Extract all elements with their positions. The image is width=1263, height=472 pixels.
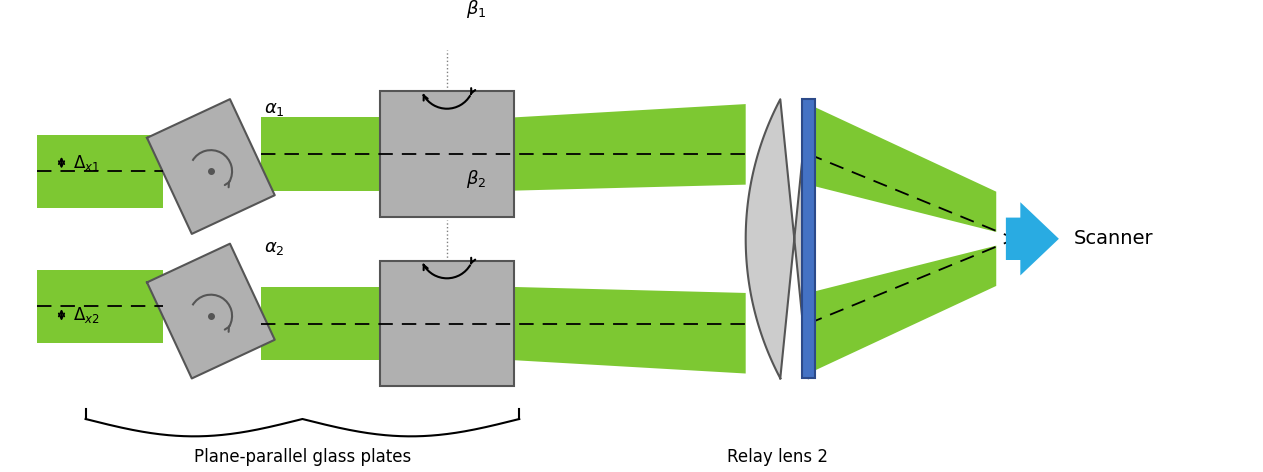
Polygon shape: [745, 99, 808, 379]
Text: Relay lens 2: Relay lens 2: [726, 448, 827, 466]
Text: $\Delta_{x1}$: $\Delta_{x1}$: [73, 152, 100, 173]
Text: $\beta_1$: $\beta_1$: [466, 0, 486, 20]
Polygon shape: [147, 244, 275, 379]
Polygon shape: [808, 104, 997, 232]
Text: $\alpha_1$: $\alpha_1$: [264, 100, 284, 118]
Text: $\Delta_{x2}$: $\Delta_{x2}$: [73, 305, 100, 325]
Polygon shape: [514, 104, 745, 191]
Text: Scanner: Scanner: [1074, 229, 1153, 248]
Polygon shape: [808, 245, 997, 373]
Polygon shape: [38, 270, 163, 343]
Text: $\alpha_2$: $\alpha_2$: [264, 239, 284, 257]
Polygon shape: [514, 287, 745, 373]
Polygon shape: [1005, 202, 1058, 276]
Bar: [802, 99, 815, 379]
Bar: [379, 261, 514, 386]
Polygon shape: [147, 99, 275, 234]
Text: Plane-parallel glass plates: Plane-parallel glass plates: [193, 448, 410, 466]
Bar: [802, 99, 815, 379]
Polygon shape: [261, 287, 379, 360]
Bar: [379, 92, 514, 217]
Text: $\beta_2$: $\beta_2$: [466, 168, 486, 190]
Polygon shape: [38, 135, 163, 208]
Polygon shape: [261, 118, 379, 191]
